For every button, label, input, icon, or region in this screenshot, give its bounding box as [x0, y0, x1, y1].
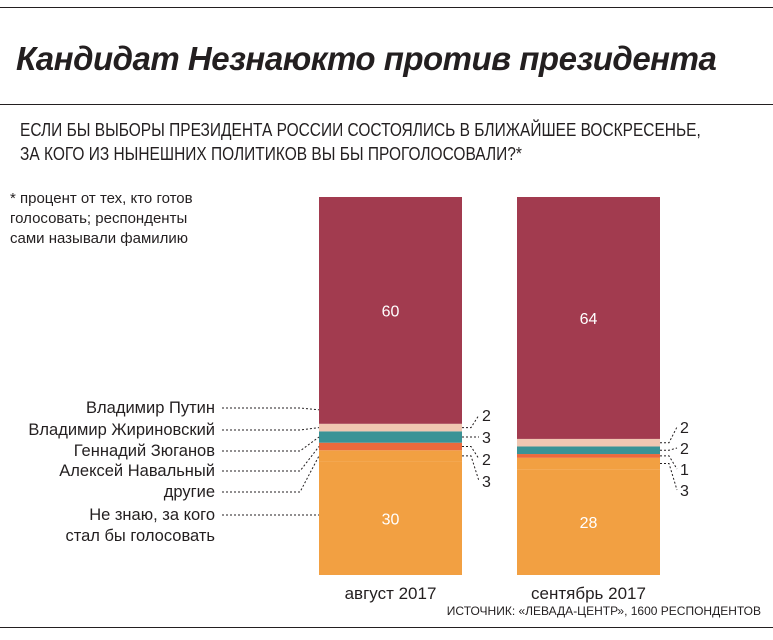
bar-segment-0-3: [319, 431, 462, 443]
bar-segment-1-1: [517, 457, 660, 470]
leader-line-0-1: [462, 455, 480, 482]
legend-label-5: Не знаю, за кого стал бы голосовать: [65, 506, 215, 545]
value-label-0-1: 3: [482, 474, 491, 491]
chart-title: Кандидат Незнаюкто против президента: [16, 40, 717, 77]
value-label-0-5: 60: [382, 303, 400, 320]
top-rule: [0, 7, 773, 8]
value-label-0-4: 2: [482, 408, 491, 425]
legend-leader-2: [222, 436, 320, 452]
legend-label-2: Геннадий Зюганов: [74, 442, 216, 460]
value-label-1-1: 3: [680, 483, 689, 500]
legend-label-0: Владимир Путин: [86, 399, 215, 417]
value-label-1-2: 1: [680, 462, 689, 479]
category-label-1: сентябрь 2017: [531, 584, 646, 603]
leader-line-1-3: [660, 447, 678, 451]
leader-line-1-2: [660, 455, 678, 470]
legend-label-3: Алексей Навальный: [59, 462, 215, 480]
bar-segment-1-2: [517, 454, 660, 458]
value-label-1-4: 2: [680, 420, 689, 437]
bar-segment-1-4: [517, 438, 660, 447]
bar-segment-0-5: [319, 197, 462, 424]
leader-line-0-4: [462, 414, 480, 429]
legend-leader-1: [222, 427, 320, 431]
value-label-0-0: 30: [382, 511, 400, 528]
bars-layer: [319, 197, 660, 575]
bar-segment-0-4: [319, 423, 462, 432]
value-label-1-3: 2: [680, 441, 689, 458]
bar-segment-1-0: [517, 469, 660, 575]
labels-layer: август 2017 30 60 2 3 2 3 сентябрь 2017 28 64 2 2 1 3…: [28, 303, 689, 603]
bar-segment-0-0: [319, 461, 462, 575]
legend-leader-3: [222, 446, 320, 472]
legend-leader-0: [222, 407, 320, 411]
value-label-0-3: 3: [482, 430, 491, 447]
legend-label-1: Владимир Жириновский: [28, 421, 215, 439]
bar-segment-1-3: [517, 446, 660, 455]
chart-question: ЕСЛИ БЫ ВЫБОРЫ ПРЕЗИДЕНТА РОССИИ СОСТОЯЛ…: [20, 120, 701, 164]
bar-segment-1-5: [517, 197, 660, 439]
value-label-0-2: 2: [482, 452, 491, 469]
bar-segment-0-2: [319, 442, 462, 451]
legend-leader-4: [222, 455, 320, 493]
leader-line-1-4: [660, 426, 678, 444]
leader-line-0-2: [462, 445, 480, 460]
bottom-rule: [0, 627, 773, 628]
category-label-0: август 2017: [345, 584, 437, 603]
title-rule: [0, 104, 773, 105]
source-note: ИСТОЧНИК: «ЛЕВАДА-ЦЕНТР», 1600 РЕСПОНДЕН…: [446, 604, 761, 618]
value-label-1-0: 28: [580, 515, 598, 532]
leader-line-1-1: [660, 462, 678, 491]
value-label-1-5: 64: [580, 311, 598, 328]
bar-segment-0-1: [319, 450, 462, 462]
legend-label-4: другие: [164, 483, 215, 501]
footnote: * процент от тех, кто готов голосовать; …: [10, 190, 193, 247]
